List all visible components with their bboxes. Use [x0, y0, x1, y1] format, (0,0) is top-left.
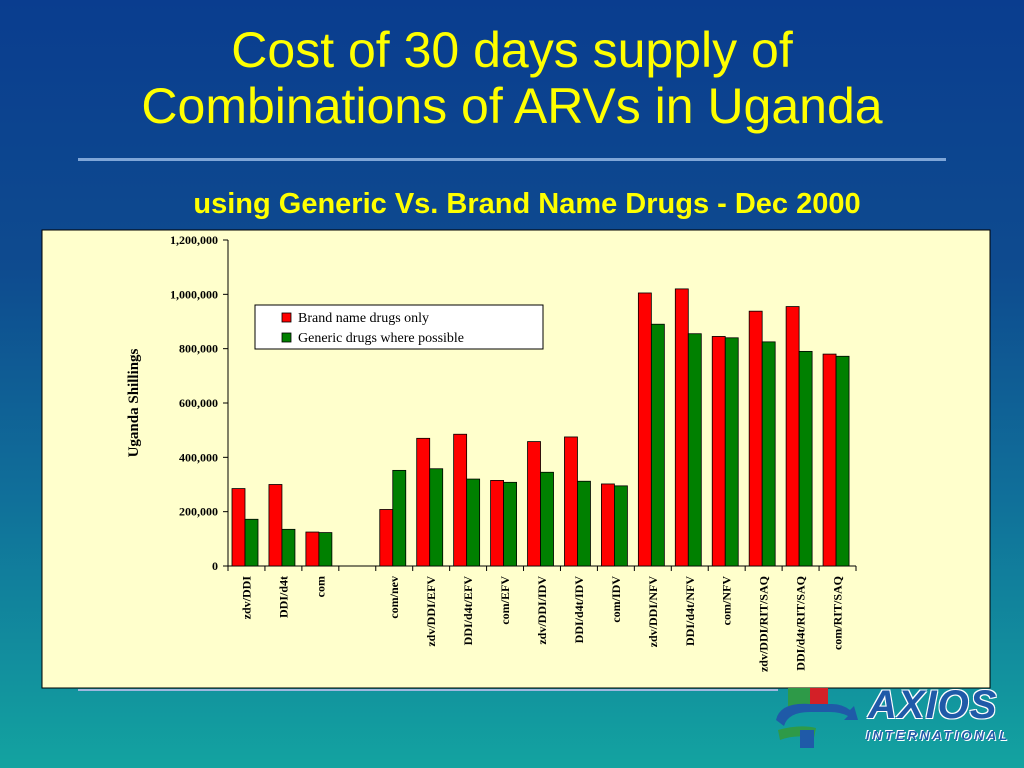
bar-brand	[822, 353, 837, 567]
x-tick-label: DDI/d4t/RIT/SAQ	[794, 576, 808, 671]
bar-generic	[318, 532, 333, 567]
y-tick-label: 0	[212, 559, 218, 573]
y-tick-label: 600,000	[179, 396, 218, 410]
legend-box	[254, 304, 544, 350]
title-line-2: Combinations of ARVs in Uganda	[141, 78, 883, 134]
bar-generic	[577, 480, 591, 567]
y-tick-label: 200,000	[179, 505, 218, 519]
bar-generic	[244, 518, 259, 567]
x-tick-label: com/RIT/SAQ	[831, 576, 845, 650]
bar-brand	[231, 488, 246, 567]
bar-generic	[798, 350, 813, 567]
logo-wordmark: AXIOS	[868, 683, 998, 727]
x-tick-label: DDI/d4t/EFV	[461, 576, 475, 646]
slide-subtitle: using Generic Vs. Brand Name Drugs - Dec…	[193, 188, 861, 220]
x-tick-label: zdv/DDI/EFV	[424, 576, 438, 647]
bar-brand	[785, 306, 800, 567]
logo-subtitle: INTERNATIONAL	[866, 728, 1011, 743]
bar-generic	[503, 481, 517, 567]
bar-brand	[637, 292, 652, 567]
bar-brand	[453, 433, 468, 567]
y-axis-label: Uganda Shillings	[126, 348, 142, 457]
bar-generic	[724, 337, 739, 567]
legend-label-brand: Brand name drugs only	[298, 311, 429, 326]
bar-generic	[540, 471, 554, 567]
x-tick-label: com	[313, 576, 327, 597]
bar-brand	[305, 531, 320, 567]
x-tick-label: zdv/DDI	[239, 576, 253, 620]
bottom-divider	[78, 689, 778, 691]
y-tick-label: 1,200,000	[170, 233, 218, 247]
bar-brand	[379, 509, 394, 567]
bar-generic	[761, 341, 776, 567]
bar-generic	[392, 469, 407, 567]
y-tick-label: 400,000	[179, 450, 218, 464]
title-underline	[78, 158, 946, 161]
bar-generic	[687, 333, 702, 567]
legend-swatch-brand	[281, 312, 292, 323]
bar-brand	[490, 480, 504, 567]
x-tick-label: zdv/DDI/IDV	[535, 576, 549, 645]
chart-legend: Brand name drugs only Generic drugs wher…	[254, 304, 544, 350]
x-tick-label: zdv/DDI/NFV	[646, 576, 660, 648]
y-tick-label: 1,000,000	[170, 287, 218, 301]
bar-brand	[601, 483, 615, 567]
bar-brand	[748, 310, 763, 567]
x-tick-label: DDI/d4t/IDV	[572, 576, 586, 644]
legend-swatch-generic	[281, 332, 292, 343]
bar-generic	[281, 528, 296, 567]
bar-generic	[614, 485, 628, 567]
bar-generic	[429, 468, 444, 567]
x-tick-label: com/IDV	[609, 576, 623, 623]
axios-logo-icon	[776, 688, 858, 748]
x-tick-label: DDI/d4t	[276, 576, 290, 618]
x-tick-label: com/NFV	[720, 576, 734, 626]
y-tick-label: 800,000	[179, 342, 218, 356]
legend-label-generic: Generic drugs where possible	[298, 331, 464, 346]
bar-brand	[527, 441, 541, 567]
x-tick-label: com/EFV	[498, 576, 512, 625]
slide-title: Cost of 30 days supply of Combinations o…	[0, 22, 1024, 134]
x-tick-label: DDI/d4t/NFV	[683, 576, 697, 646]
bar-generic	[835, 355, 850, 567]
bar-brand	[268, 484, 283, 567]
bar-brand	[674, 288, 689, 567]
x-tick-label: com/nev	[387, 576, 401, 619]
bar-brand	[564, 436, 578, 567]
bar-brand	[416, 437, 431, 567]
logo-red-square	[810, 688, 828, 706]
bar-generic	[650, 323, 665, 567]
bar-brand	[711, 336, 726, 567]
bar-generic	[466, 478, 481, 567]
title-line-1: Cost of 30 days supply of	[231, 22, 793, 78]
x-tick-label: zdv/DDI/RIT/SAQ	[757, 576, 771, 672]
